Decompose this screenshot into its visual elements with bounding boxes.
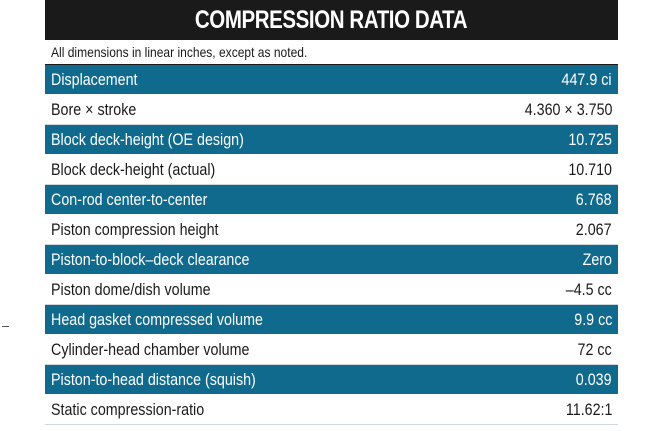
table-row: Head gasket compressed volume 9.9 cc bbox=[45, 305, 618, 335]
table-note-text: All dimensions in linear inches, except … bbox=[51, 44, 308, 60]
row-value: 4.360 × 3.750 bbox=[524, 99, 612, 119]
table-row: Piston compression height 2.067 bbox=[45, 215, 618, 245]
table-row: Block deck-height (actual) 10.710 bbox=[45, 155, 618, 185]
table-row: Block deck-height (OE design) 10.725 bbox=[45, 125, 618, 155]
table-row: Piston-to-block–deck clearance Zero bbox=[45, 245, 618, 275]
row-label: Con-rod center-to-center bbox=[51, 189, 208, 209]
table-row: Bore × stroke 4.360 × 3.750 bbox=[45, 95, 618, 125]
row-label: Piston compression height bbox=[51, 219, 219, 239]
compression-ratio-table: COMPRESSION RATIO DATA All dimensions in… bbox=[45, 0, 618, 425]
table-row: Cylinder-head chamber volume 72 cc bbox=[45, 335, 618, 365]
table-body: Displacement 447.9 ci Bore × stroke 4.360 ×… bbox=[45, 65, 618, 425]
row-value: Zero bbox=[582, 249, 612, 269]
row-value: 0.039 bbox=[576, 369, 612, 389]
row-label: Piston dome/dish volume bbox=[51, 279, 211, 299]
row-value: 10.710 bbox=[568, 159, 612, 179]
table-row: Displacement 447.9 ci bbox=[45, 65, 618, 95]
row-label: Displacement bbox=[51, 69, 138, 89]
row-label: Static compression-ratio bbox=[51, 399, 205, 419]
row-value: –4.5 cc bbox=[565, 279, 612, 299]
row-label: Piston-to-block–deck clearance bbox=[51, 249, 250, 269]
row-value: 447.9 ci bbox=[561, 69, 612, 89]
row-label: Bore × stroke bbox=[51, 99, 137, 119]
row-value: 2.067 bbox=[576, 219, 612, 239]
table-row: Con-rod center-to-center 6.768 bbox=[45, 185, 618, 215]
row-label: Block deck-height (OE design) bbox=[51, 129, 244, 149]
row-value: 9.9 cc bbox=[573, 309, 612, 329]
table-row: Static compression-ratio 11.62:1 bbox=[45, 395, 618, 425]
row-value: 72 cc bbox=[577, 339, 612, 359]
table-row: Piston-to-head distance (squish) 0.039 bbox=[45, 365, 618, 395]
stray-dash-mark bbox=[2, 326, 9, 327]
row-label: Piston-to-head distance (squish) bbox=[51, 369, 256, 389]
table-title-bar: COMPRESSION RATIO DATA bbox=[45, 0, 618, 40]
row-label: Cylinder-head chamber volume bbox=[51, 339, 250, 359]
row-value: 6.768 bbox=[576, 189, 612, 209]
table-row: Piston dome/dish volume –4.5 cc bbox=[45, 275, 618, 305]
row-label: Block deck-height (actual) bbox=[51, 159, 216, 179]
table-note: All dimensions in linear inches, except … bbox=[45, 40, 618, 65]
table-title: COMPRESSION RATIO DATA bbox=[195, 5, 468, 34]
row-value: 11.62:1 bbox=[565, 399, 612, 419]
row-value: 10.725 bbox=[568, 129, 612, 149]
row-label: Head gasket compressed volume bbox=[51, 309, 263, 329]
